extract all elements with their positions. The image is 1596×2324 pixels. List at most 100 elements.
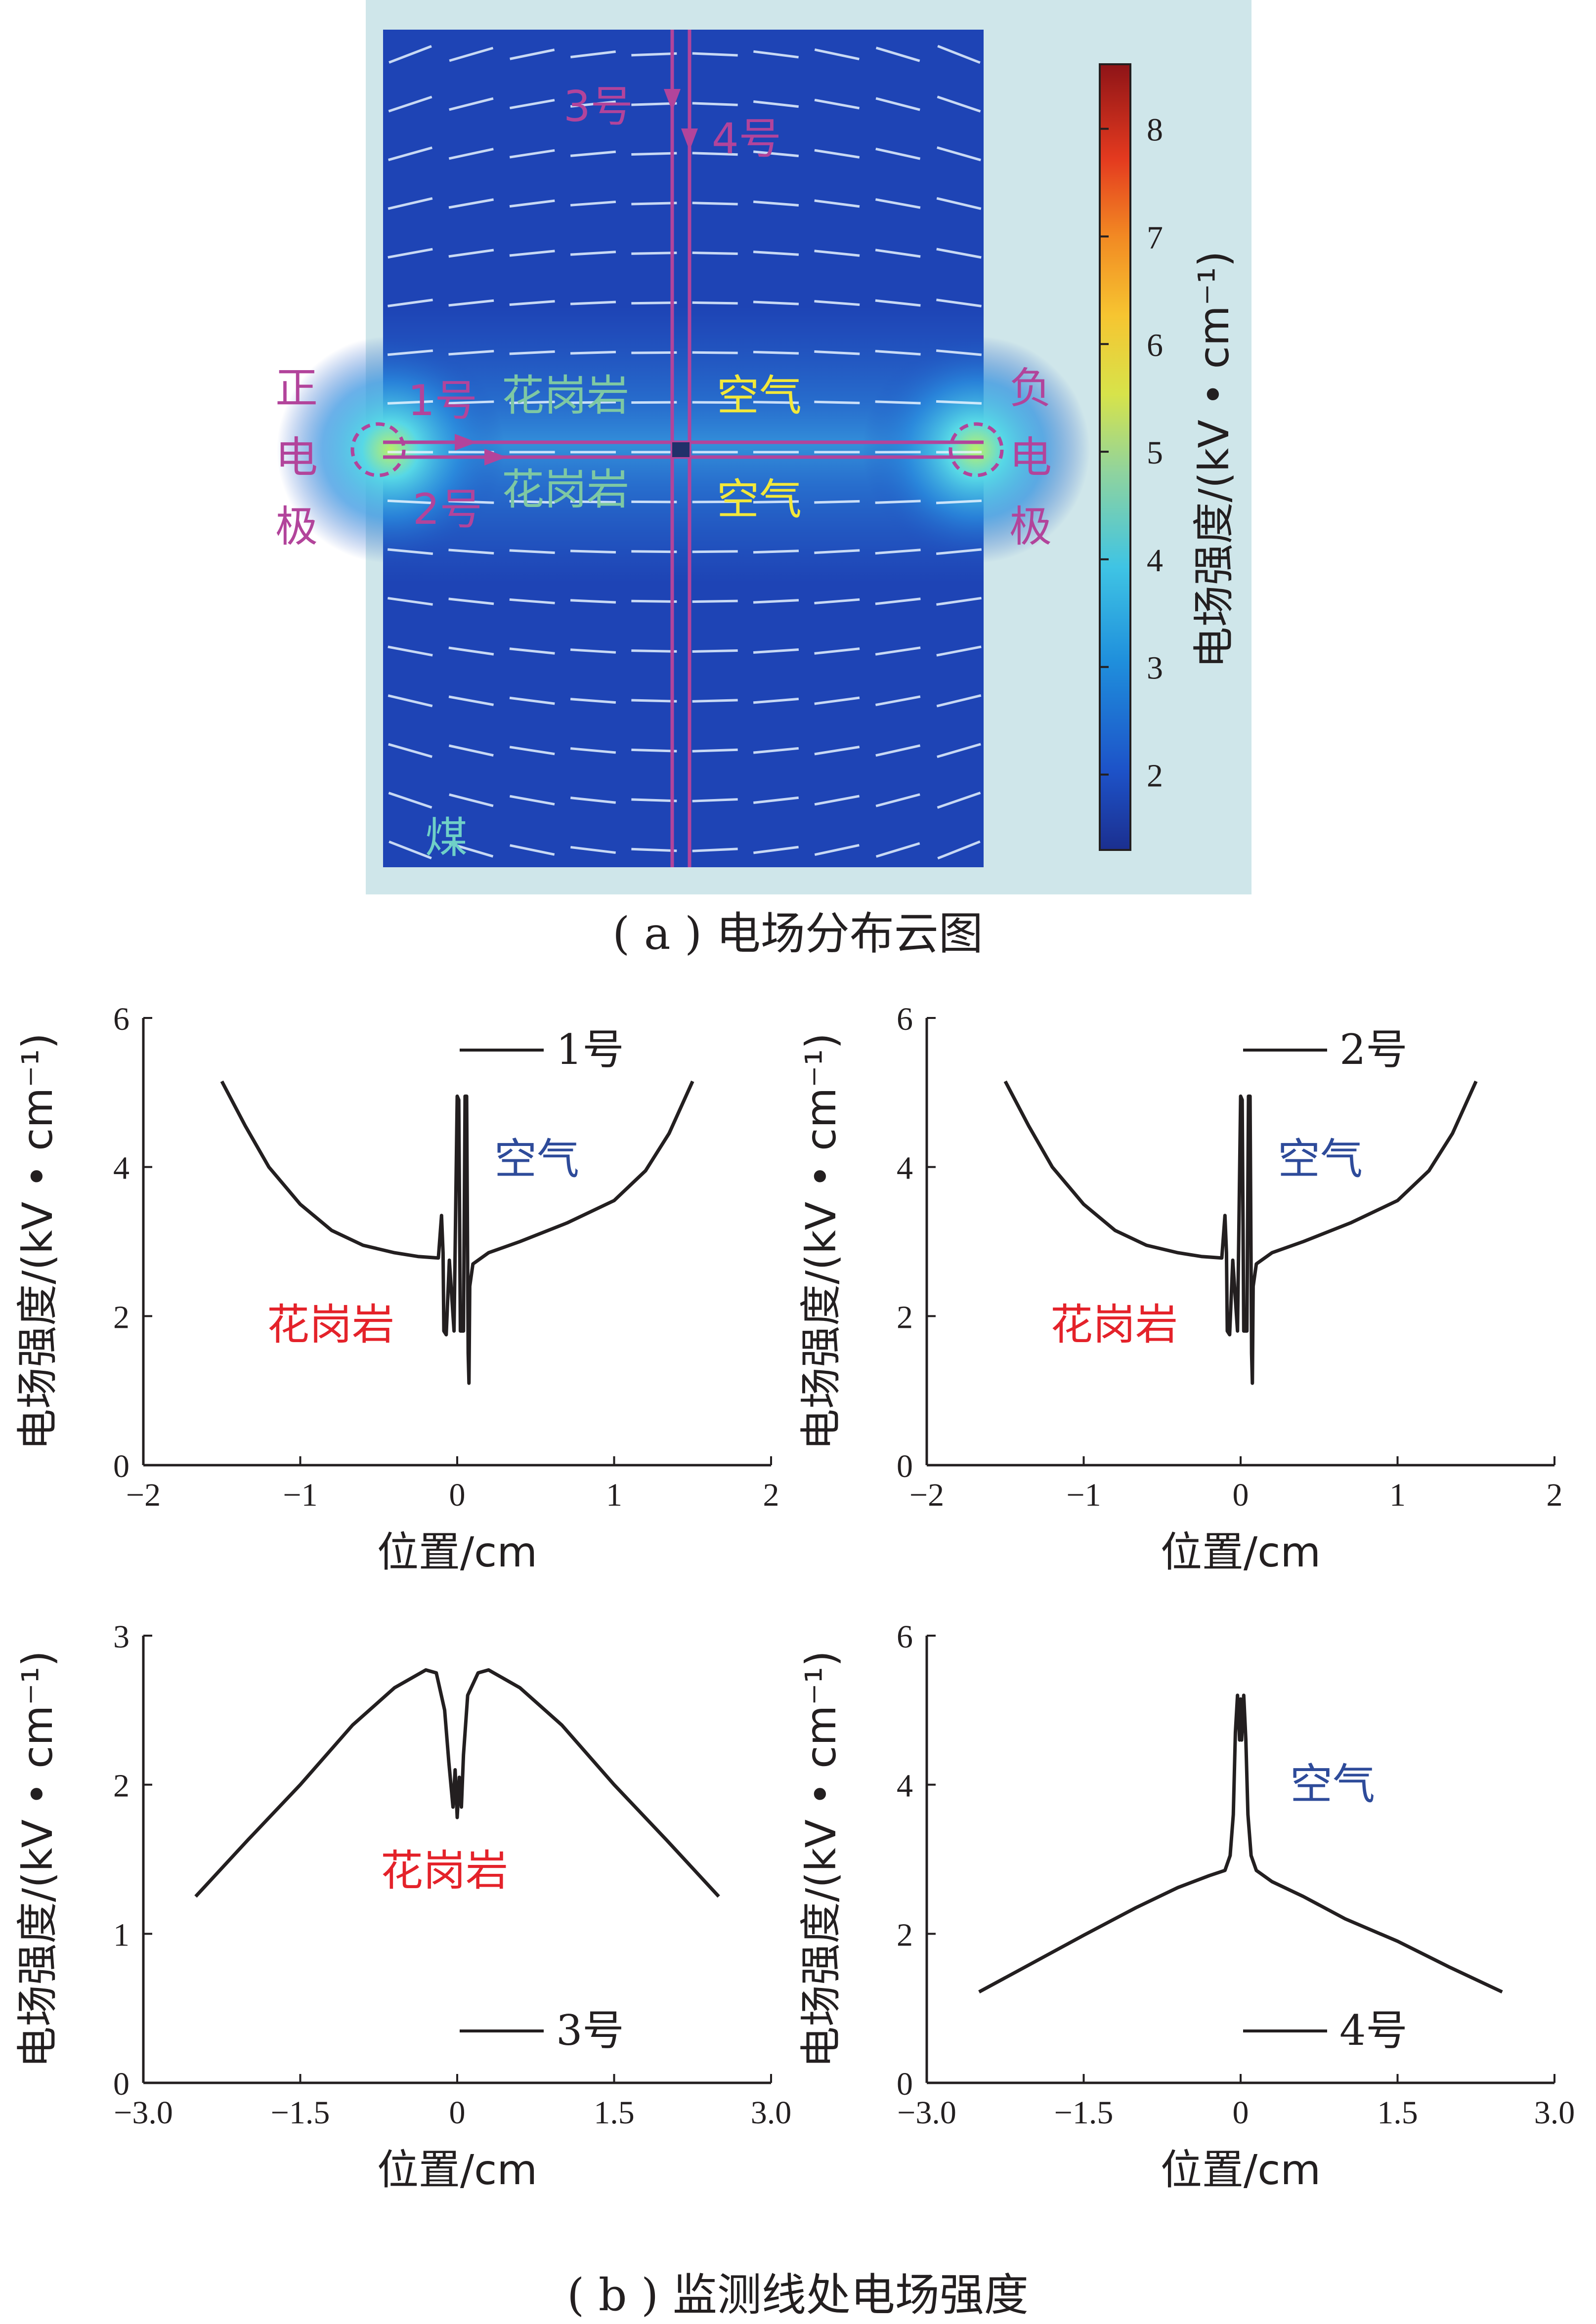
field-arrow — [631, 649, 677, 653]
field-map: 正 电 极 负 电 极 1号 2号 3号 4号 花岗岩 花岗岩 空气 空气 煤 … — [275, 0, 1251, 894]
field-arrow — [937, 146, 981, 162]
field-arrow — [814, 98, 860, 110]
field-arrow — [448, 249, 494, 258]
field-arrow — [388, 248, 433, 259]
line2-label: 2号 — [413, 485, 482, 534]
field-arrow — [387, 548, 433, 555]
field-arrow — [753, 200, 799, 207]
y-tick-label: 6 — [113, 1001, 129, 1037]
x-tick-label: 0 — [449, 2095, 466, 2131]
field-arrow — [509, 350, 555, 355]
chart-annotation: 空气 — [1278, 1135, 1363, 1184]
air-bottom-label: 空气 — [717, 475, 802, 524]
field-arrow — [570, 300, 616, 305]
field-arrow — [814, 300, 860, 306]
field-arrow — [692, 152, 738, 156]
field-arrow — [753, 150, 799, 158]
field-arrow — [509, 500, 555, 504]
field-arrow — [509, 795, 555, 806]
x-axis-label: 位置/cm — [1161, 1528, 1321, 1576]
series-line — [1003, 1080, 1478, 1385]
field-arrow — [509, 149, 555, 159]
x-tick-label: −1 — [283, 1477, 317, 1513]
field-arrow — [509, 549, 555, 554]
field-arrow — [448, 400, 494, 405]
field-arrow — [570, 747, 616, 754]
line1-label: 1号 — [408, 376, 477, 425]
x-tick-label: 1.5 — [1377, 2095, 1418, 2131]
field-arrow — [509, 199, 555, 208]
field-arrow — [875, 299, 921, 307]
field-arrow — [692, 251, 738, 255]
positive-electrode-marker — [350, 422, 406, 477]
field-arrow — [692, 847, 738, 852]
legend-label: 1号 — [556, 1025, 624, 1074]
field-arrow — [631, 252, 677, 255]
granite-top-label: 花岗岩 — [502, 371, 629, 421]
y-tick-label: 0 — [897, 2066, 913, 2102]
field-arrow — [814, 795, 860, 806]
specimen-core — [672, 442, 690, 457]
colorbar-tick-label: 5 — [1147, 435, 1163, 471]
field-arrow — [936, 400, 982, 405]
legend-label: 4号 — [1339, 2006, 1407, 2055]
field-arrow — [814, 844, 860, 856]
x-tick-label: −1.5 — [1054, 2095, 1114, 2131]
field-arrow — [814, 647, 860, 655]
y-axis-label: 电场强度/(kV • cm⁻¹) — [797, 1033, 845, 1450]
x-tick-label: 2 — [1547, 1477, 1563, 1513]
chart-annotation: 花岗岩 — [381, 1846, 508, 1896]
field-arrow — [936, 645, 982, 657]
field-arrow — [814, 746, 860, 756]
y-tick-label: 2 — [113, 1768, 129, 1804]
field-arrow — [875, 549, 921, 555]
field-arrow — [692, 699, 738, 703]
field-arrow — [388, 95, 432, 113]
field-arrow — [692, 649, 738, 653]
y-tick-label: 2 — [113, 1299, 129, 1335]
series-line — [978, 1693, 1503, 1994]
field-arrow — [570, 549, 616, 554]
field-arrow — [936, 499, 982, 505]
legend-label: 3号 — [556, 2006, 624, 2055]
neg-electrode-char-1: 负 — [1009, 364, 1052, 413]
colorbar — [1099, 63, 1131, 851]
arrowhead-2 — [484, 449, 507, 465]
field-arrow — [814, 250, 860, 257]
field-arrow — [875, 97, 920, 111]
field-arrow — [509, 400, 555, 404]
neg-electrode-char-3: 极 — [1009, 502, 1052, 551]
field-arrow — [631, 202, 677, 206]
field-arrow — [875, 646, 921, 656]
field-arrow — [388, 645, 433, 657]
colorbar-tick-label: 6 — [1147, 327, 1163, 363]
x-axis-label: 位置/cm — [1161, 2146, 1321, 2194]
colorbar-tick-label: 2 — [1147, 758, 1163, 794]
caption-b: ( b ) 监测线处电场强度 — [567, 2269, 1029, 2321]
neg-electrode-char-2: 电 — [1009, 433, 1052, 482]
field-arrow — [937, 792, 981, 809]
field-arrow — [387, 499, 433, 505]
field-arrow — [387, 349, 433, 356]
x-tick-label: −2 — [909, 1477, 944, 1513]
series-line — [194, 1668, 720, 1898]
field-arrow — [936, 596, 982, 606]
field-arrow — [570, 100, 616, 108]
field-arrow — [631, 748, 677, 753]
field-arrows — [387, 44, 982, 860]
field-arrow — [388, 596, 433, 606]
x-axis-label: 位置/cm — [377, 1528, 537, 1576]
line3-label: 3号 — [563, 82, 633, 131]
x-tick-label: 2 — [763, 1477, 779, 1513]
field-arrow — [510, 48, 555, 60]
field-arrow — [570, 251, 616, 256]
y-tick-label: 0 — [897, 1448, 913, 1484]
x-tick-label: −3.0 — [897, 2095, 956, 2131]
field-arrow — [388, 840, 432, 860]
y-tick-label: 4 — [897, 1768, 913, 1804]
field-arrow — [449, 97, 494, 111]
line-chart-4: −3.0 −1.5 0 1.5 3.0 0 2 4 6 位置/cm 电场强度/(kV • cm⁻¹)… — [797, 1619, 1575, 2194]
y-tick-label: 6 — [897, 1619, 913, 1655]
